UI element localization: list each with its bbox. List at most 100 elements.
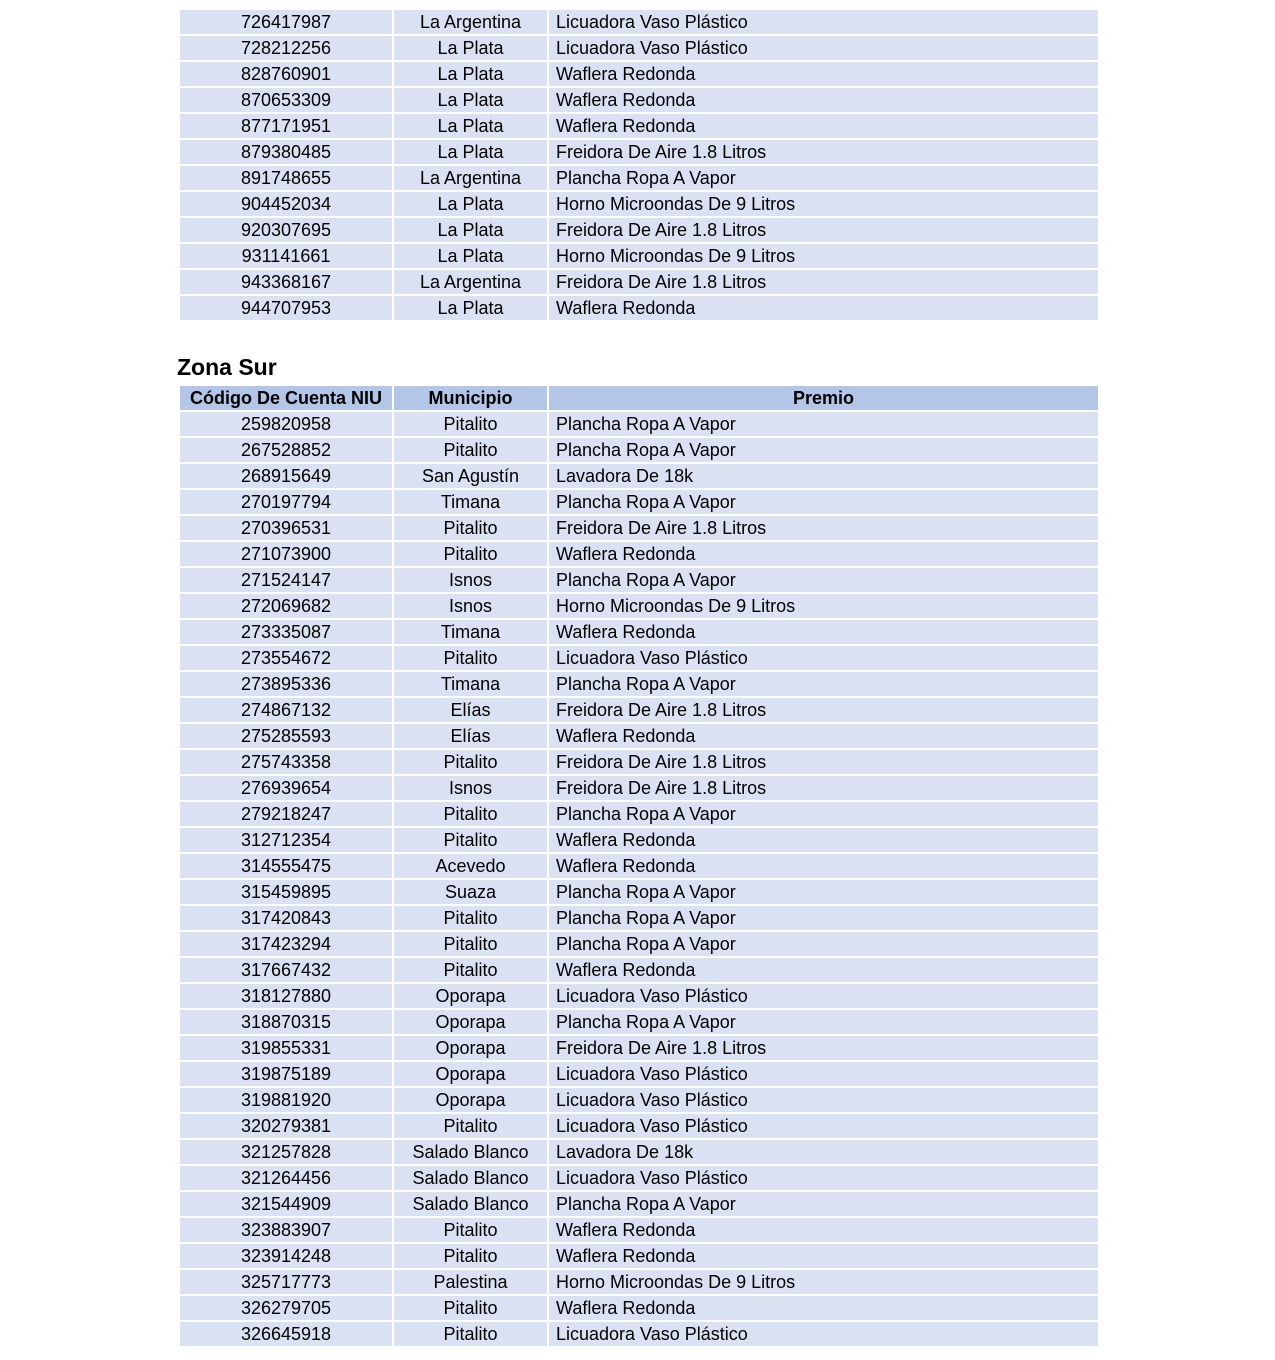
- cell-premio: Horno Microondas De 9 Litros: [547, 592, 1100, 620]
- cell-premio: Waflera Redonda: [547, 1242, 1100, 1270]
- cell-municipio: La Plata: [392, 86, 549, 114]
- cell-municipio: Oporapa: [392, 982, 549, 1010]
- cell-premio: Licuadora Vaso Plástico: [547, 1086, 1100, 1114]
- cell-municipio: Timana: [392, 670, 549, 698]
- cell-codigo: 931141661: [178, 242, 394, 270]
- cell-municipio: Oporapa: [392, 1008, 549, 1036]
- table-row: 943368167 La Argentina Freidora De Aire 1.…: [178, 268, 1100, 296]
- table-row: 275285593 Elías Waflera Redonda: [178, 722, 1100, 750]
- header-municipio: Municipio: [392, 384, 549, 412]
- table-row: 323914248 Pitalito Waflera Redonda: [178, 1242, 1100, 1270]
- cell-codigo: 275743358: [178, 748, 394, 776]
- cell-codigo: 728212256: [178, 34, 394, 62]
- table-row: 323883907 Pitalito Waflera Redonda: [178, 1216, 1100, 1244]
- cell-municipio: San Agustín: [392, 462, 549, 490]
- cell-municipio: La Argentina: [392, 268, 549, 296]
- cell-municipio: Acevedo: [392, 852, 549, 880]
- cell-codigo: 323883907: [178, 1216, 394, 1244]
- table-row: 273554672 Pitalito Licuadora Vaso Plástico: [178, 644, 1100, 672]
- cell-premio: Freidora De Aire 1.8 Litros: [547, 774, 1100, 802]
- cell-codigo: 877171951: [178, 112, 394, 140]
- table-row: 271073900 Pitalito Waflera Redonda: [178, 540, 1100, 568]
- table-row: 904452034 La Plata Horno Microondas De 9 L…: [178, 190, 1100, 218]
- cell-premio: Plancha Ropa A Vapor: [547, 1008, 1100, 1036]
- cell-premio: Waflera Redonda: [547, 852, 1100, 880]
- cell-codigo: 312712354: [178, 826, 394, 854]
- cell-municipio: Palestina: [392, 1268, 549, 1296]
- table-row: 275743358 Pitalito Freidora De Aire 1.8 Li…: [178, 748, 1100, 776]
- table-row: 728212256 La Plata Licuadora Vaso Plástico: [178, 34, 1100, 62]
- table-row: 321257828 Salado Blanco Lavadora De 18k: [178, 1138, 1100, 1166]
- cell-premio: Licuadora Vaso Plástico: [547, 644, 1100, 672]
- header-premio: Premio: [547, 384, 1100, 412]
- cell-codigo: 321544909: [178, 1190, 394, 1218]
- table-row: 877171951 La Plata Waflera Redonda: [178, 112, 1100, 140]
- cell-codigo: 319881920: [178, 1086, 394, 1114]
- cell-municipio: Pitalito: [392, 904, 549, 932]
- cell-municipio: Pitalito: [392, 540, 549, 568]
- cell-municipio: Oporapa: [392, 1060, 549, 1088]
- cell-codigo: 275285593: [178, 722, 394, 750]
- table-row: 321264456 Salado Blanco Licuadora Vaso Plá…: [178, 1164, 1100, 1192]
- cell-premio: Freidora De Aire 1.8 Litros: [547, 748, 1100, 776]
- cell-premio: Plancha Ropa A Vapor: [547, 436, 1100, 464]
- cell-codigo: 272069682: [178, 592, 394, 620]
- cell-premio: Plancha Ropa A Vapor: [547, 800, 1100, 828]
- cell-codigo: 326279705: [178, 1294, 394, 1322]
- cell-premio: Horno Microondas De 9 Litros: [547, 242, 1100, 270]
- cell-premio: Freidora De Aire 1.8 Litros: [547, 1034, 1100, 1062]
- table-row: 272069682 Isnos Horno Microondas De 9 Litr…: [178, 592, 1100, 620]
- cell-premio: Licuadora Vaso Plástico: [547, 982, 1100, 1010]
- table-row: 891748655 La Argentina Plancha Ropa A Vapo…: [178, 164, 1100, 192]
- cell-municipio: La Plata: [392, 112, 549, 140]
- cell-premio: Freidora De Aire 1.8 Litros: [547, 268, 1100, 296]
- table-row: 273895336 Timana Plancha Ropa A Vapor: [178, 670, 1100, 698]
- cell-municipio: Elías: [392, 722, 549, 750]
- cell-premio: Lavadora De 18k: [547, 462, 1100, 490]
- cell-municipio: Pitalito: [392, 410, 549, 438]
- cell-municipio: Salado Blanco: [392, 1164, 549, 1192]
- cell-municipio: La Plata: [392, 60, 549, 88]
- table-row: 319881920 Oporapa Licuadora Vaso Plástico: [178, 1086, 1100, 1114]
- cell-codigo: 891748655: [178, 164, 394, 192]
- cell-premio: Waflera Redonda: [547, 956, 1100, 984]
- cell-codigo: 904452034: [178, 190, 394, 218]
- cell-codigo: 319875189: [178, 1060, 394, 1088]
- cell-premio: Waflera Redonda: [547, 60, 1100, 88]
- table-row: 315459895 Suaza Plancha Ropa A Vapor: [178, 878, 1100, 906]
- cell-premio: Waflera Redonda: [547, 1294, 1100, 1322]
- cell-premio: Plancha Ropa A Vapor: [547, 904, 1100, 932]
- table-row: 931141661 La Plata Horno Microondas De 9 L…: [178, 242, 1100, 270]
- cell-codigo: 828760901: [178, 60, 394, 88]
- table-row: 270396531 Pitalito Freidora De Aire 1.8 Li…: [178, 514, 1100, 542]
- cell-municipio: La Plata: [392, 138, 549, 166]
- table-row: 271524147 Isnos Plancha Ropa A Vapor: [178, 566, 1100, 594]
- table-header-row: Código De Cuenta NIU Municipio Premio: [178, 384, 1100, 412]
- cell-municipio: Pitalito: [392, 1294, 549, 1322]
- cell-codigo: 726417987: [178, 8, 394, 36]
- table-row: 326645918 Pitalito Licuadora Vaso Plástico: [178, 1320, 1100, 1348]
- table-row: 319855331 Oporapa Freidora De Aire 1.8 Lit…: [178, 1034, 1100, 1062]
- cell-municipio: Pitalito: [392, 1216, 549, 1244]
- table-row: 314555475 Acevedo Waflera Redonda: [178, 852, 1100, 880]
- table-row: 267528852 Pitalito Plancha Ropa A Vapor: [178, 436, 1100, 464]
- cell-premio: Freidora De Aire 1.8 Litros: [547, 216, 1100, 244]
- cell-municipio: La Plata: [392, 190, 549, 218]
- cell-municipio: Pitalito: [392, 930, 549, 958]
- cell-codigo: 273554672: [178, 644, 394, 672]
- cell-codigo: 318870315: [178, 1008, 394, 1036]
- cell-premio: Licuadora Vaso Plástico: [547, 34, 1100, 62]
- cell-municipio: Pitalito: [392, 800, 549, 828]
- cell-municipio: Pitalito: [392, 514, 549, 542]
- cell-municipio: La Argentina: [392, 8, 549, 36]
- cell-codigo: 319855331: [178, 1034, 394, 1062]
- cell-municipio: Elías: [392, 696, 549, 724]
- cell-premio: Waflera Redonda: [547, 112, 1100, 140]
- cell-municipio: Oporapa: [392, 1086, 549, 1114]
- cell-codigo: 326645918: [178, 1320, 394, 1348]
- cell-premio: Plancha Ropa A Vapor: [547, 410, 1100, 438]
- cell-municipio: Pitalito: [392, 956, 549, 984]
- zona-sur-table: Código De Cuenta NIU Municipio Premio 25…: [178, 384, 1100, 1348]
- cell-premio: Plancha Ropa A Vapor: [547, 1190, 1100, 1218]
- table-row: 318870315 Oporapa Plancha Ropa A Vapor: [178, 1008, 1100, 1036]
